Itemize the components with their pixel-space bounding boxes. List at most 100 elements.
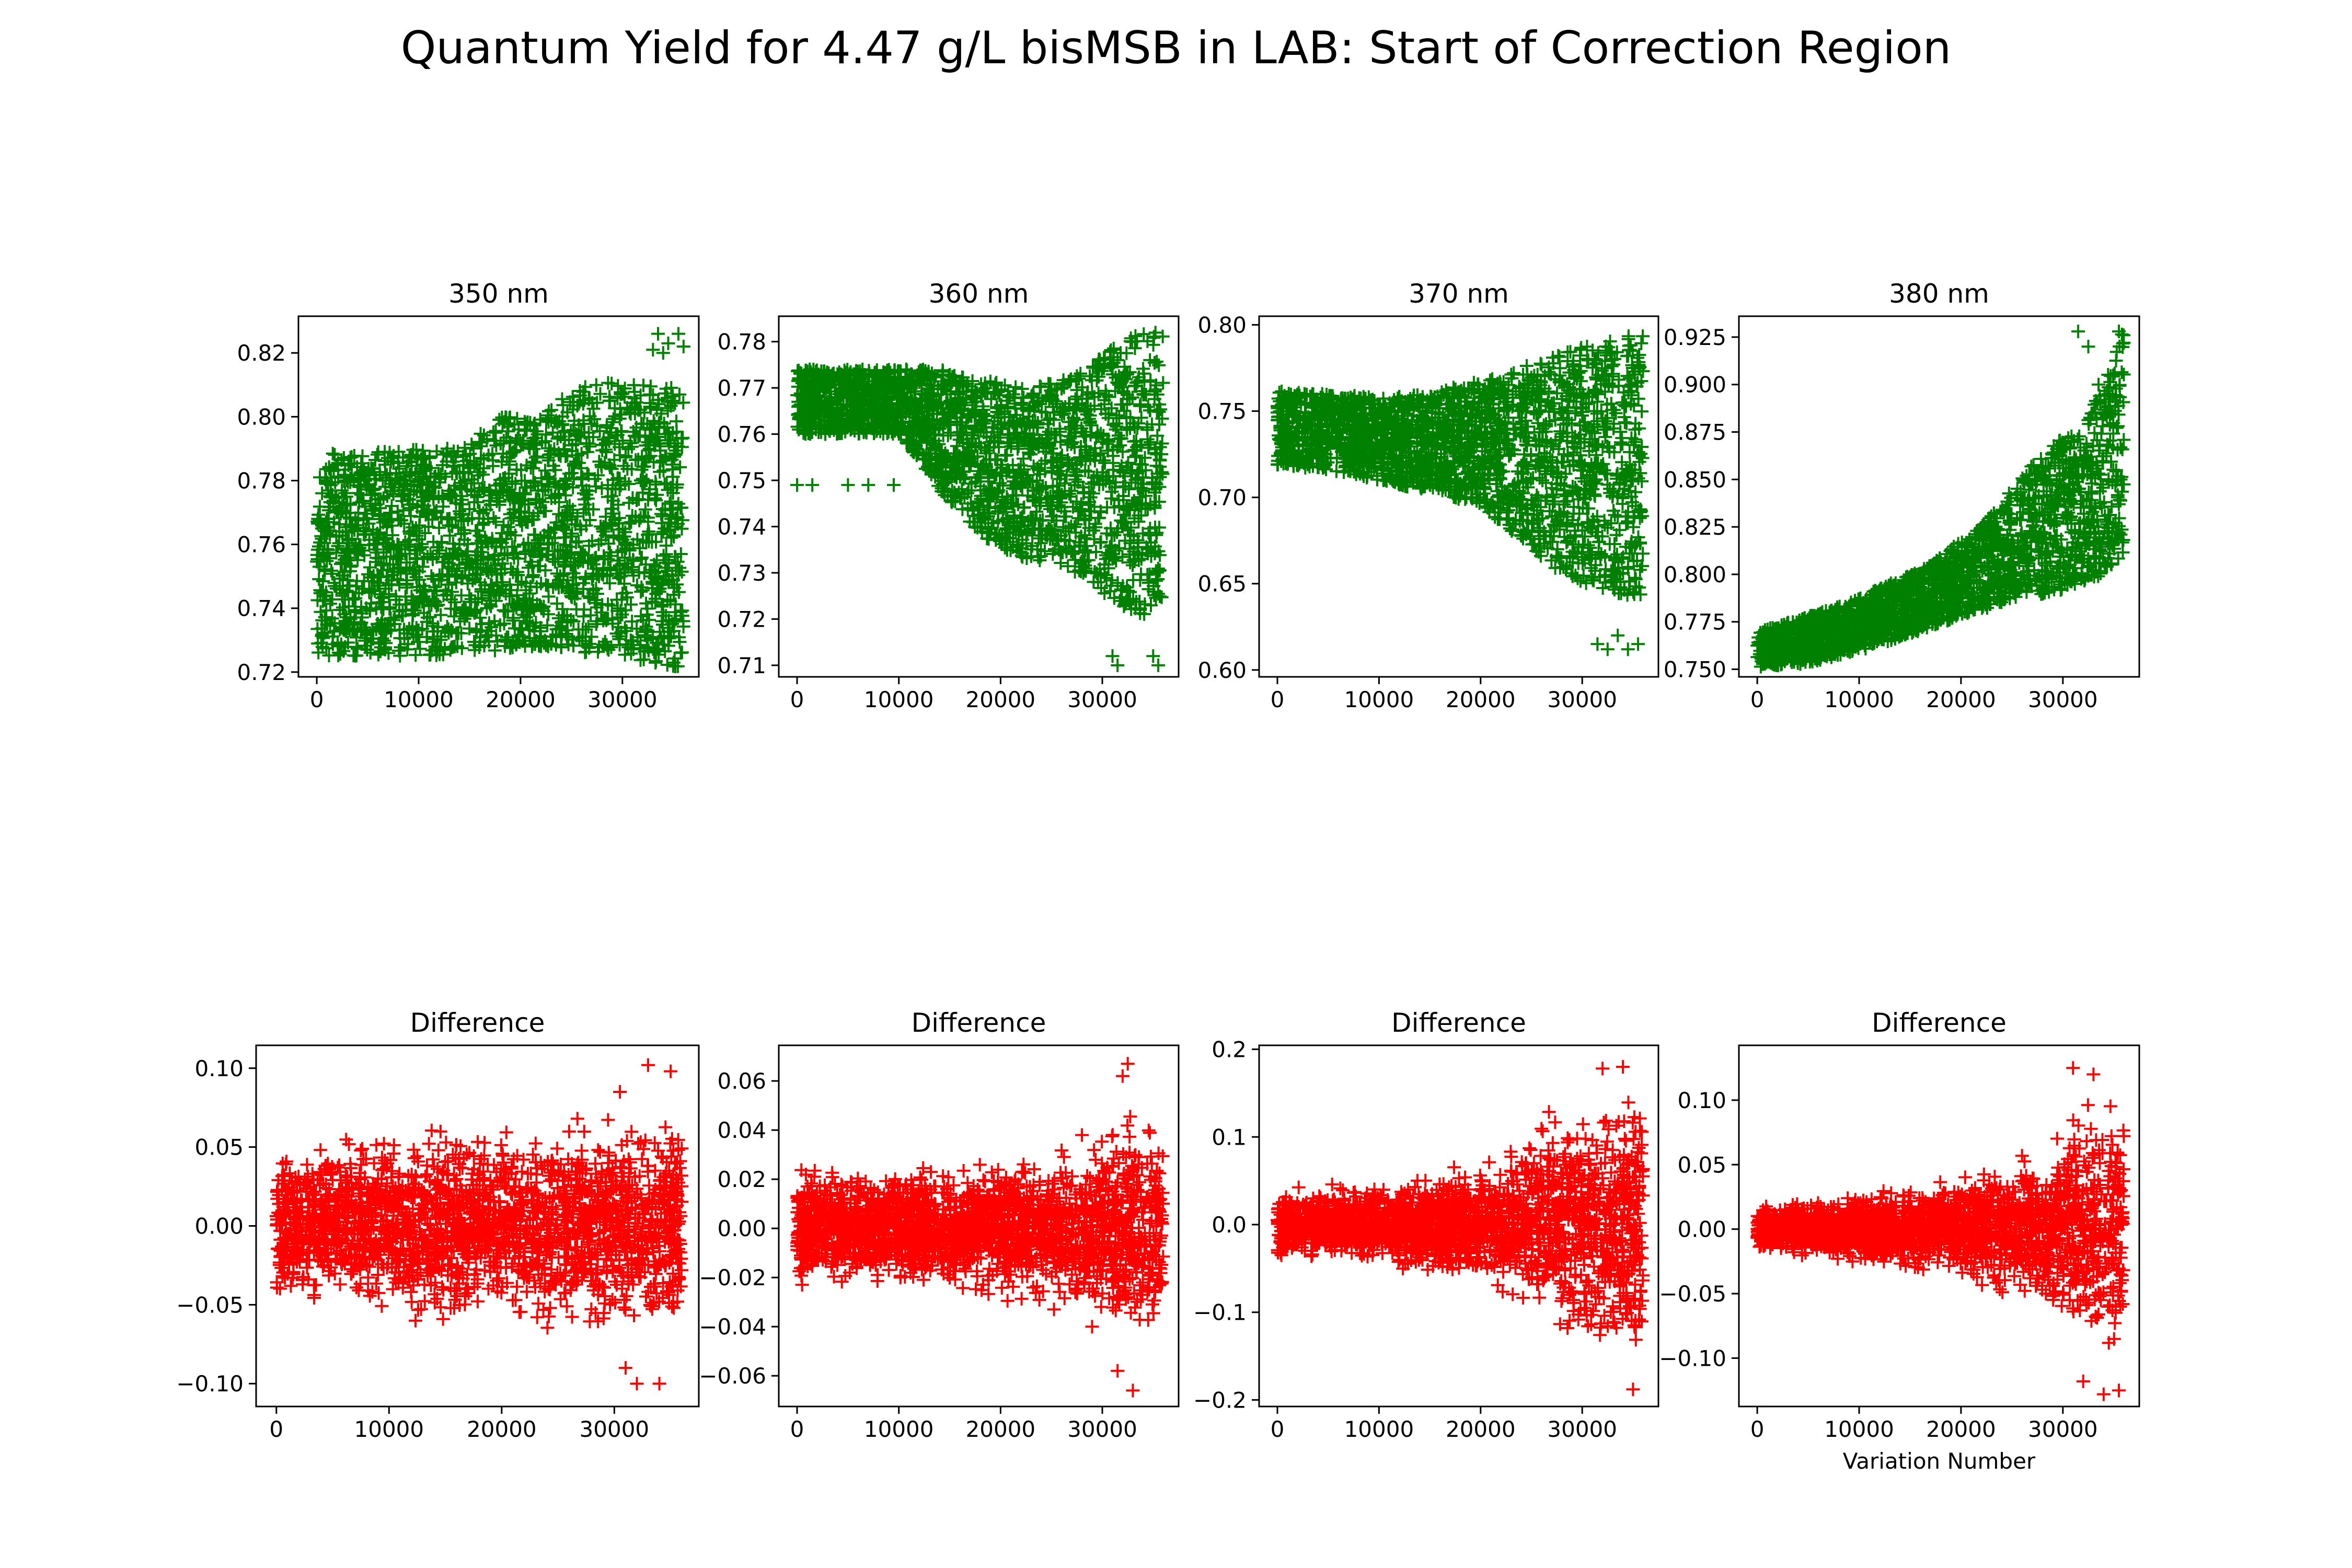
- y-tick-label: 0.60: [1197, 658, 1247, 683]
- x-tick-label: 10000: [1824, 1416, 1894, 1442]
- y-tick-label: −0.04: [699, 1314, 766, 1340]
- y-tick-label: 0.73: [717, 560, 766, 586]
- subplot-title: Difference: [911, 1008, 1046, 1038]
- point-markers: [310, 327, 690, 674]
- y-tick-label: 0.06: [717, 1068, 766, 1094]
- x-tick-label: 0: [1271, 1416, 1285, 1442]
- x-tick-label: 20000: [1926, 687, 1996, 712]
- y-tick-label: 0.80: [1197, 313, 1247, 338]
- y-tick-label: 0.82: [237, 340, 286, 366]
- x-tick-label: 0: [1750, 687, 1765, 712]
- point-markers: [790, 326, 1170, 672]
- y-tick-label: −0.05: [1659, 1281, 1726, 1307]
- data-series: [310, 327, 690, 674]
- subplot-title: Difference: [1391, 1008, 1526, 1038]
- y-tick-label: 0.850: [1664, 467, 1726, 492]
- y-tick-label: 0.72: [237, 660, 286, 685]
- x-tick-label: 10000: [354, 1416, 424, 1442]
- data-series: [1750, 1061, 2131, 1401]
- axes-frame: [778, 1044, 1180, 1408]
- y-tick-label: −0.2: [1193, 1387, 1247, 1413]
- axes-frame: [778, 315, 1180, 678]
- y-tick-label: 0.78: [717, 329, 766, 355]
- point-markers: [1271, 329, 1650, 656]
- data-series: [790, 326, 1170, 672]
- x-tick-label: 20000: [467, 1416, 537, 1442]
- subplot-title: 360 nm: [928, 279, 1029, 309]
- subplot-title: 350 nm: [448, 279, 549, 309]
- x-tick-label: 20000: [966, 687, 1036, 712]
- y-tick-label: 0.72: [717, 606, 766, 632]
- axes-frame: [297, 315, 700, 678]
- x-tick-label: 30000: [2028, 687, 2098, 712]
- subplot-title: 370 nm: [1409, 279, 1509, 309]
- y-tick-label: −0.02: [699, 1265, 766, 1290]
- x-tick-label: 10000: [864, 1416, 934, 1442]
- figure-title: Quantum Yield for 4.47 g/L bisMSB in LAB…: [400, 22, 1952, 74]
- x-axis-label: Variation Number: [1842, 1448, 2036, 1474]
- point-markers: [790, 1057, 1170, 1398]
- x-tick-label: 30000: [580, 1416, 650, 1442]
- y-tick-label: 0.05: [194, 1135, 244, 1160]
- y-tick-label: 0.750: [1664, 656, 1726, 682]
- x-tick-label: 0: [310, 687, 324, 712]
- axes-frame: [1738, 1044, 2140, 1408]
- x-tick-label: 30000: [587, 687, 658, 712]
- y-tick-label: 0.05: [1677, 1152, 1726, 1178]
- x-tick-label: 0: [1750, 1416, 1765, 1442]
- axes-frame: [255, 1044, 700, 1408]
- y-tick-label: 0.02: [717, 1167, 766, 1192]
- y-tick-label: −0.1: [1193, 1300, 1247, 1325]
- y-tick-label: −0.10: [1659, 1345, 1726, 1371]
- x-tick-label: 30000: [1547, 1416, 1617, 1442]
- y-tick-label: 0.65: [1197, 571, 1247, 597]
- point-markers: [1750, 1061, 2131, 1401]
- x-tick-label: 20000: [486, 687, 556, 712]
- y-tick-label: −0.06: [699, 1363, 766, 1389]
- x-tick-label: 20000: [1446, 687, 1516, 712]
- y-tick-label: 0.0: [1212, 1212, 1247, 1238]
- y-tick-label: 0.77: [717, 375, 766, 401]
- x-tick-label: 30000: [1547, 687, 1617, 712]
- subplot-title: Difference: [410, 1008, 545, 1038]
- y-tick-label: 0.74: [717, 514, 766, 540]
- subplot-title: Difference: [1872, 1008, 2007, 1038]
- x-tick-label: 10000: [1344, 1416, 1414, 1442]
- x-tick-label: 0: [269, 1416, 283, 1442]
- data-series: [790, 1057, 1170, 1398]
- axes-frame: [1738, 315, 2140, 678]
- y-tick-label: 0.875: [1664, 420, 1726, 445]
- y-tick-label: 0.00: [1677, 1217, 1726, 1242]
- x-tick-label: 10000: [1824, 687, 1894, 712]
- y-tick-label: 0.76: [237, 532, 286, 558]
- y-tick-label: 0.78: [237, 468, 286, 493]
- y-tick-label: 0.00: [717, 1216, 766, 1241]
- axes-frame: [1258, 1044, 1659, 1408]
- y-tick-label: −0.05: [176, 1292, 244, 1318]
- point-markers: [269, 1058, 689, 1391]
- data-series: [269, 1058, 689, 1391]
- data-series: [1271, 1060, 1650, 1397]
- y-tick-label: 0.900: [1664, 372, 1726, 398]
- y-tick-label: 0.76: [717, 422, 766, 447]
- x-tick-label: 30000: [1067, 1416, 1137, 1442]
- y-tick-label: 0.10: [194, 1056, 244, 1081]
- y-tick-label: 0.825: [1664, 514, 1726, 540]
- y-tick-label: 0.1: [1212, 1124, 1247, 1150]
- x-tick-label: 30000: [2028, 1416, 2098, 1442]
- y-tick-label: 0.925: [1664, 325, 1726, 350]
- x-tick-label: 0: [790, 1416, 804, 1442]
- y-tick-label: 0.2: [1212, 1037, 1247, 1063]
- subplot-title: 380 nm: [1889, 279, 1989, 309]
